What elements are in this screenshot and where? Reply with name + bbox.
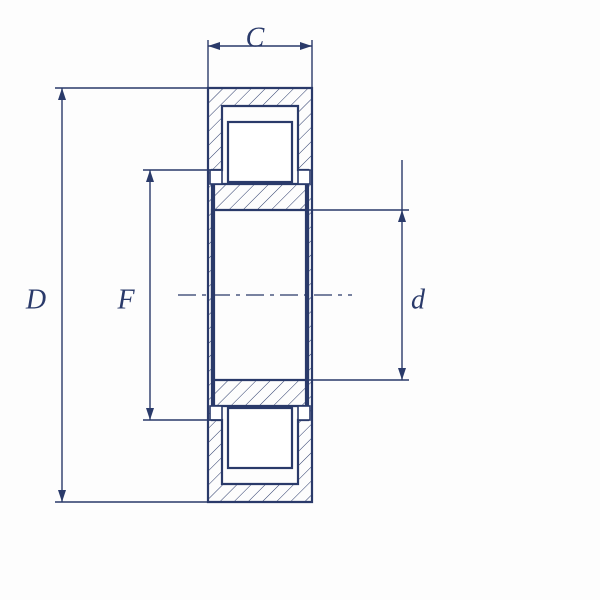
dimension-label-D: D — [25, 284, 46, 315]
bearing-diagram: C D Fd — [0, 0, 600, 600]
dimension-label-d: d — [411, 284, 426, 315]
dimension-label-F: F — [116, 284, 135, 315]
dimension-label-C: C — [246, 22, 265, 53]
